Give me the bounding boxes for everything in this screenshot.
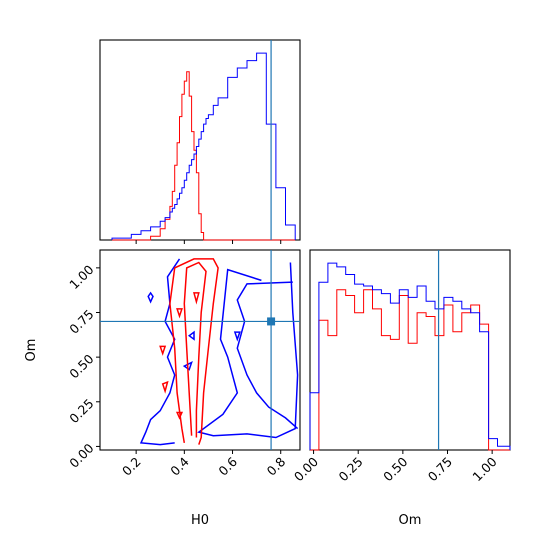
hist-om-layer — [309, 262, 511, 451]
contour-red-island-10 — [161, 380, 169, 394]
om-ytick-label-0: 0.00 — [66, 440, 96, 470]
contour-red-inner-8 — [183, 261, 207, 438]
om-ytick-label-3: 0.75 — [66, 306, 96, 336]
xlabel-h0: H0 — [191, 513, 209, 528]
xlabel-om: Om — [399, 513, 422, 528]
h0-tick-label-1: 0.4 — [167, 454, 192, 479]
contour-blue-outer-2 — [139, 258, 181, 446]
om-xtick-label-4: 1.00 — [469, 454, 499, 484]
om-ytick-label-4: 1.00 — [66, 262, 96, 292]
om-xtick-label-2: 0.50 — [380, 454, 410, 484]
contour-blue-outer-0 — [197, 262, 299, 439]
ylabel-om: Om — [24, 339, 39, 362]
h0-tick-label-3: 0.8 — [264, 454, 289, 479]
hist-h0-red-series — [112, 71, 296, 241]
truth-layer — [100, 40, 440, 450]
contour-red-island-13 — [193, 292, 200, 305]
hist-h0-layer — [111, 52, 296, 241]
contour-blue-island-3 — [147, 291, 154, 304]
contour-blue-island-6 — [233, 331, 241, 342]
h0-tick-label-0: 0.2 — [119, 454, 144, 479]
contour-layer — [139, 258, 299, 446]
contour-blue-island-4 — [187, 330, 195, 341]
contour-blue-inner-1 — [236, 281, 299, 430]
contour-red-island-12 — [175, 411, 184, 420]
truth-marker — [267, 317, 276, 326]
hist-om-panel — [309, 249, 511, 451]
contour-red-island-11 — [176, 308, 183, 319]
tick-layer: 0.2 0.4 0.6 0.80.000.250.500.751.000.00 0.25… — [66, 240, 500, 484]
h0-tick-label-2: 0.6 — [215, 454, 240, 479]
om-ytick-label-2: 0.50 — [66, 351, 96, 381]
scatter-panel — [99, 249, 301, 451]
contour-red-outer-7 — [169, 258, 219, 445]
hist-om-blue-series — [309, 262, 511, 450]
contour-red-island-9 — [159, 345, 167, 356]
om-xtick-label-0: 0.00 — [291, 454, 321, 484]
hist-h0-blue-series — [111, 52, 296, 240]
om-xtick-label-1: 0.25 — [336, 454, 366, 484]
hist-h0-panel — [99, 39, 301, 241]
om-ytick-label-1: 0.25 — [66, 396, 96, 426]
om-xtick-label-3: 0.75 — [425, 454, 455, 484]
